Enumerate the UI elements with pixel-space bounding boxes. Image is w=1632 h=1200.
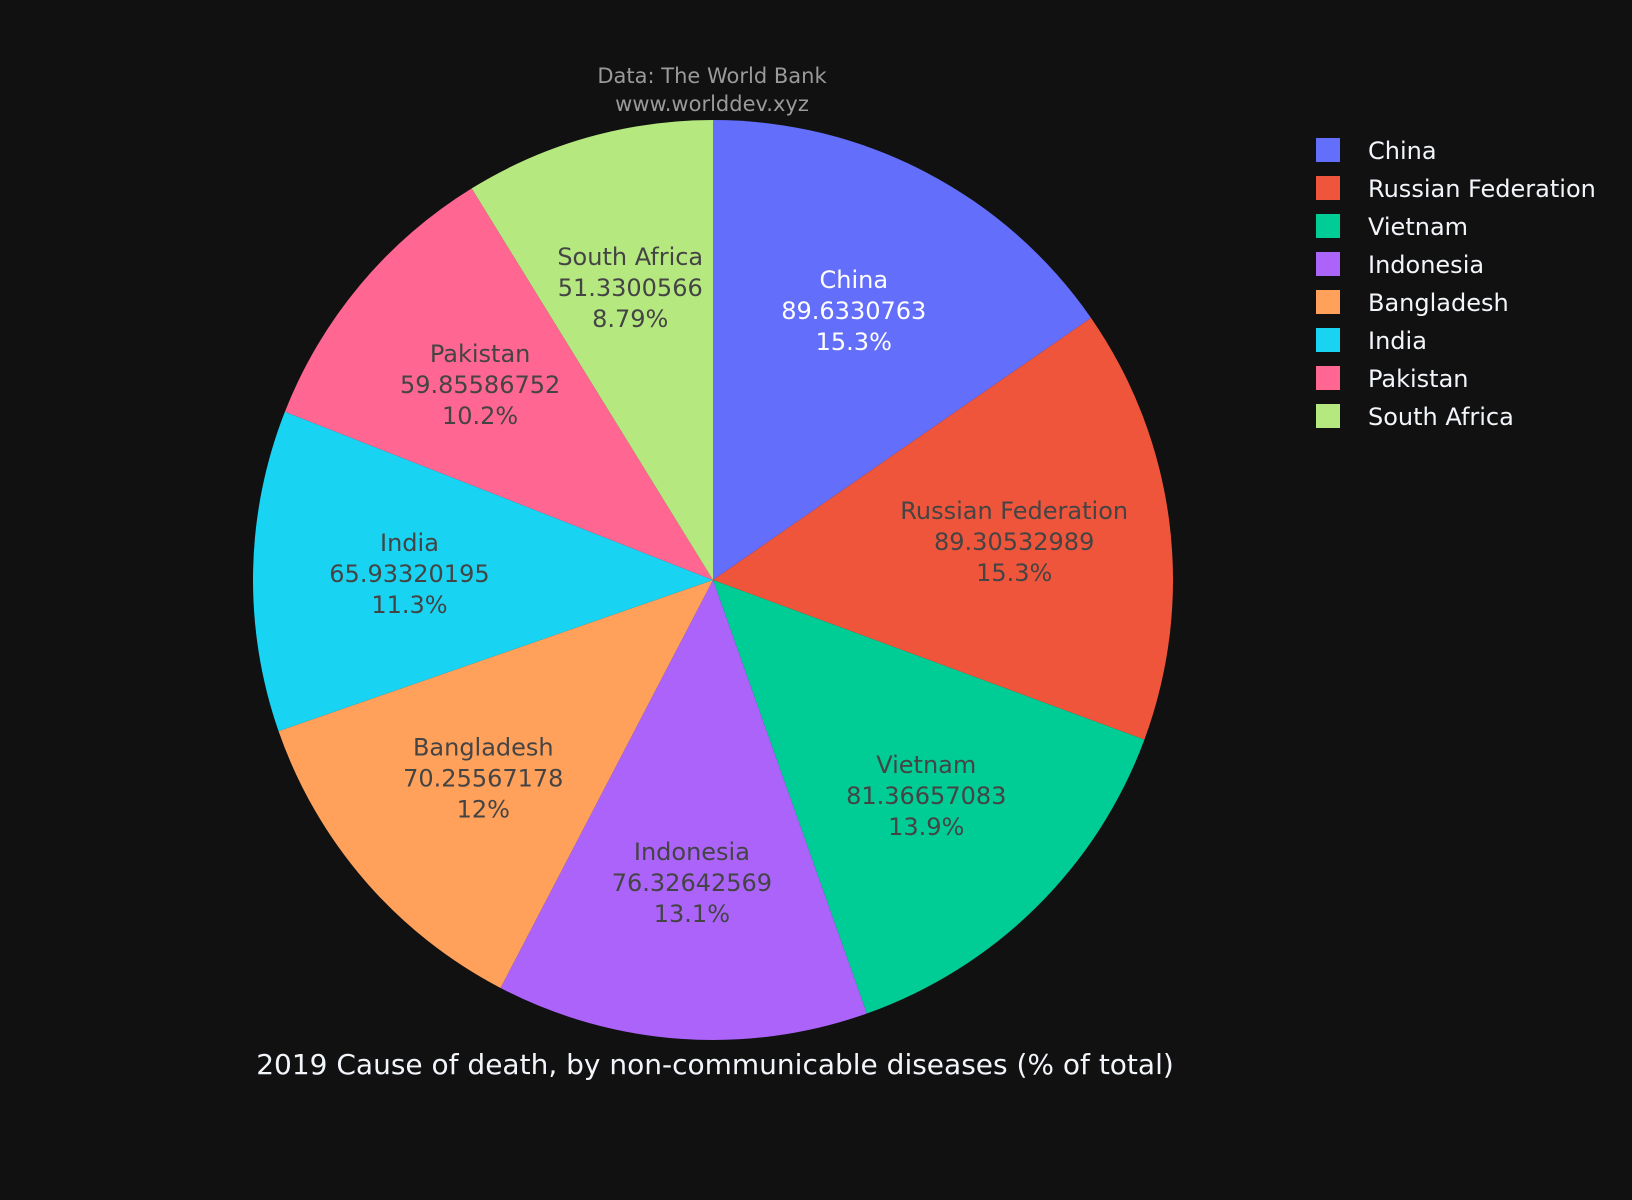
slice-label-name-pakistan: Pakistan bbox=[430, 340, 531, 368]
legend[interactable]: China Russian Federation Vietnam Indonesia B… bbox=[1316, 137, 1596, 431]
slice-label-name-china: China bbox=[819, 266, 888, 294]
legend-label-south-africa: South Africa bbox=[1368, 403, 1514, 431]
legend-item-india[interactable]: India bbox=[1316, 327, 1427, 355]
slice-label-value-russian-federation: 89.30532989 bbox=[934, 528, 1094, 556]
legend-swatch-russian-federation bbox=[1316, 176, 1340, 200]
legend-item-south-africa[interactable]: South Africa bbox=[1316, 403, 1514, 431]
slice-label-percent-russian-federation: 15.3% bbox=[976, 559, 1052, 587]
slice-label-percent-south-africa: 8.79% bbox=[592, 305, 668, 333]
slice-label-value-india: 65.93320195 bbox=[329, 560, 489, 588]
legend-label-bangladesh: Bangladesh bbox=[1368, 289, 1509, 317]
legend-swatch-indonesia bbox=[1316, 252, 1340, 276]
legend-label-russian-federation: Russian Federation bbox=[1368, 175, 1596, 203]
legend-item-vietnam[interactable]: Vietnam bbox=[1316, 213, 1468, 241]
slice-label-name-vietnam: Vietnam bbox=[876, 751, 976, 779]
legend-item-russian-federation[interactable]: Russian Federation bbox=[1316, 175, 1596, 203]
pie-slice-russian-federation[interactable] bbox=[713, 317, 1173, 740]
legend-label-pakistan: Pakistan bbox=[1368, 365, 1469, 393]
legend-swatch-bangladesh bbox=[1316, 290, 1340, 314]
pie-slice-bangladesh[interactable] bbox=[278, 580, 713, 988]
slice-label-value-south-africa: 51.3300566 bbox=[558, 274, 703, 302]
slice-label-value-indonesia: 76.32642569 bbox=[612, 869, 772, 897]
legend-label-china: China bbox=[1368, 137, 1437, 165]
pie-slice-india[interactable] bbox=[253, 411, 714, 732]
chart-title: 2019 Cause of death, by non-communicable… bbox=[256, 1048, 1174, 1081]
slice-label-name-india: India bbox=[380, 529, 439, 557]
slice-label-value-china: 89.6330763 bbox=[781, 297, 926, 325]
pie-slices bbox=[253, 120, 1173, 1040]
legend-label-indonesia: Indonesia bbox=[1368, 251, 1484, 279]
pie-slice-vietnam[interactable] bbox=[713, 580, 1145, 1014]
pie-slice-labels: China 89.6330763 15.3% Russian Federation 89… bbox=[329, 243, 1128, 928]
slice-label-percent-bangladesh: 12% bbox=[457, 796, 510, 824]
pie-slice-pakistan[interactable] bbox=[284, 188, 713, 580]
legend-item-china[interactable]: China bbox=[1316, 137, 1437, 165]
pie-slice-south-africa[interactable] bbox=[471, 120, 713, 580]
legend-swatch-south-africa bbox=[1316, 404, 1340, 428]
legend-swatch-vietnam bbox=[1316, 214, 1340, 238]
source-line-2: www.worlddev.xyz bbox=[615, 92, 809, 116]
source-line-1: Data: The World Bank bbox=[597, 64, 827, 88]
legend-item-indonesia[interactable]: Indonesia bbox=[1316, 251, 1484, 279]
legend-item-bangladesh[interactable]: Bangladesh bbox=[1316, 289, 1509, 317]
pie-slice-china[interactable] bbox=[713, 120, 1091, 580]
slice-label-value-vietnam: 81.36657083 bbox=[846, 782, 1006, 810]
slice-label-percent-pakistan: 10.2% bbox=[442, 402, 518, 430]
slice-label-percent-vietnam: 13.9% bbox=[888, 813, 964, 841]
legend-item-pakistan[interactable]: Pakistan bbox=[1316, 365, 1469, 393]
legend-label-vietnam: Vietnam bbox=[1368, 213, 1468, 241]
slice-label-percent-china: 15.3% bbox=[816, 328, 892, 356]
slice-label-name-south-africa: South Africa bbox=[557, 243, 703, 271]
slice-label-percent-indonesia: 13.1% bbox=[654, 900, 730, 928]
pie-slice-indonesia[interactable] bbox=[500, 580, 867, 1040]
slice-label-value-bangladesh: 70.25567178 bbox=[403, 765, 563, 793]
slice-label-value-pakistan: 59.85586752 bbox=[400, 371, 560, 399]
legend-swatch-india bbox=[1316, 328, 1340, 352]
legend-label-india: India bbox=[1368, 327, 1427, 355]
slice-label-name-bangladesh: Bangladesh bbox=[413, 734, 554, 762]
legend-swatch-china bbox=[1316, 138, 1340, 162]
slice-label-name-russian-federation: Russian Federation bbox=[900, 497, 1128, 525]
slice-label-percent-india: 11.3% bbox=[371, 591, 447, 619]
slice-label-name-indonesia: Indonesia bbox=[634, 838, 750, 866]
legend-swatch-pakistan bbox=[1316, 366, 1340, 390]
